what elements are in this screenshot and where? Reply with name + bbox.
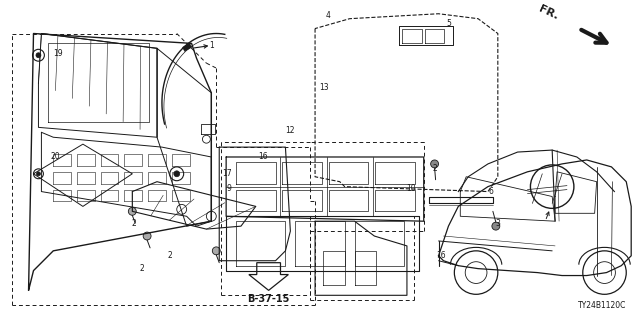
Text: B-37-15: B-37-15 <box>248 294 290 304</box>
Text: 13: 13 <box>319 83 329 92</box>
Text: 6: 6 <box>488 187 493 196</box>
Text: FR.: FR. <box>537 4 560 22</box>
Text: 2: 2 <box>140 264 145 273</box>
Text: 10: 10 <box>406 184 416 193</box>
Circle shape <box>36 53 41 58</box>
Text: 17: 17 <box>222 169 232 178</box>
Text: 19: 19 <box>53 49 63 58</box>
Circle shape <box>492 222 500 230</box>
Circle shape <box>431 160 438 168</box>
Circle shape <box>174 171 180 177</box>
Text: TY24B1120C: TY24B1120C <box>578 301 627 310</box>
Text: 12: 12 <box>285 126 295 135</box>
Circle shape <box>36 172 40 176</box>
Text: 5: 5 <box>446 19 451 28</box>
Text: 20: 20 <box>51 153 60 162</box>
Text: 16: 16 <box>258 153 268 162</box>
Text: 3: 3 <box>495 219 500 228</box>
Polygon shape <box>249 263 289 290</box>
Circle shape <box>212 247 220 255</box>
Text: 2: 2 <box>132 219 137 228</box>
Text: 1: 1 <box>209 41 214 50</box>
Text: 16: 16 <box>436 251 445 260</box>
Text: 9: 9 <box>227 184 232 193</box>
Text: 4: 4 <box>326 11 330 20</box>
Circle shape <box>129 207 136 215</box>
Circle shape <box>143 232 151 240</box>
Polygon shape <box>182 44 191 51</box>
Text: 2: 2 <box>432 164 437 173</box>
Text: 2: 2 <box>168 251 172 260</box>
